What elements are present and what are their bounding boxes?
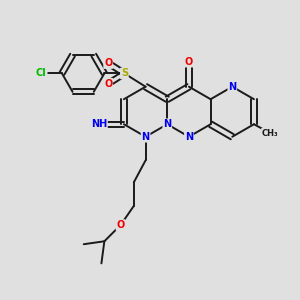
Text: N: N	[142, 132, 150, 142]
Text: O: O	[104, 79, 112, 89]
Text: S: S	[121, 68, 128, 78]
Text: Cl: Cl	[36, 68, 47, 78]
Text: N: N	[185, 132, 193, 142]
Text: CH₃: CH₃	[262, 129, 278, 138]
Text: O: O	[104, 58, 112, 68]
Text: NH: NH	[91, 119, 107, 129]
Text: O: O	[185, 57, 193, 67]
Text: N: N	[228, 82, 236, 92]
Text: O: O	[116, 220, 125, 230]
Text: N: N	[163, 119, 171, 129]
